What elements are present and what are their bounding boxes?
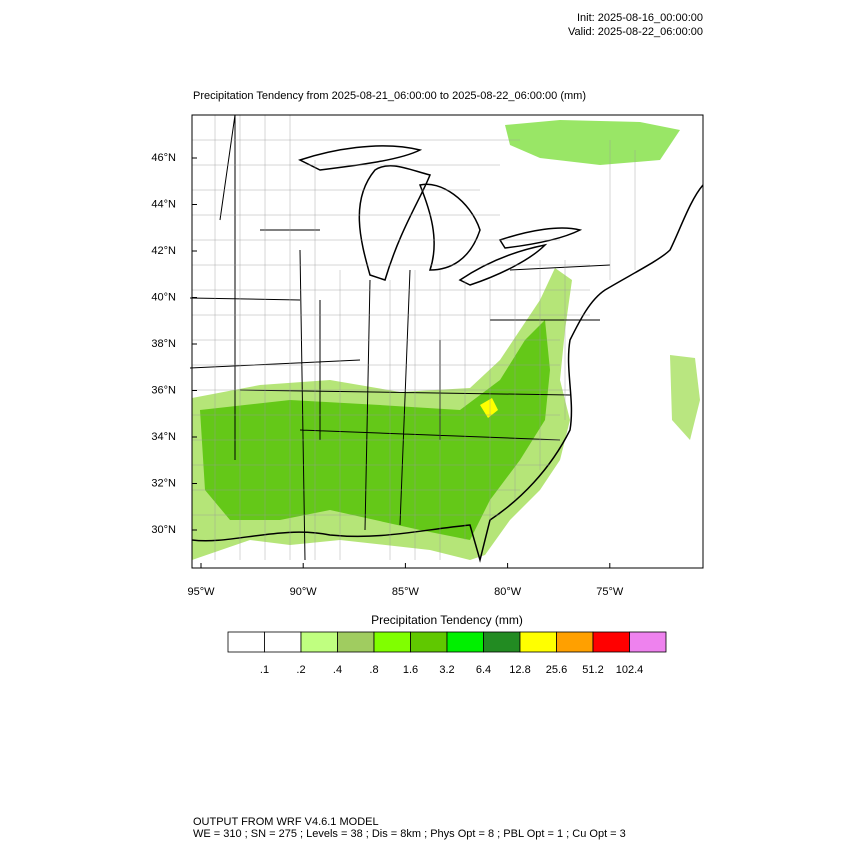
precip-moderate [200,320,550,540]
colorbar-box [629,631,667,653]
precip-ocean [670,355,700,440]
colorbar-label: .8 [369,664,378,676]
lat-label: 36°N [151,384,176,396]
precip-heavy [480,398,498,418]
footer-line: OUTPUT FROM WRF V4.6.1 MODEL [193,816,379,828]
colorbar-label: .4 [333,664,342,676]
lon-label: 90°W [290,586,318,598]
lat-label: 30°N [151,524,176,536]
county-grid [192,115,636,560]
colorbar-label: 102.4 [616,664,644,676]
map-frame [191,114,704,569]
precip-east-canada [505,120,680,165]
colorbar-box [300,631,338,653]
colorbar-box [483,631,521,653]
colorbar-box [373,631,411,653]
colorbar-title: Precipitation Tendency (mm) [371,613,523,627]
state-borders [189,114,611,561]
lon-label: 80°W [494,586,522,598]
colorbar-label: 1.6 [403,664,418,676]
colorbar-label: 51.2 [582,664,603,676]
colorbar-label: 12.8 [509,664,530,676]
map [189,114,704,569]
init-time: Init: 2025-08-16_00:00:00 [577,12,703,24]
lat-label: 38°N [151,338,176,350]
colorbar-label: 6.4 [476,664,491,676]
colorbar-box [556,631,594,653]
colorbar-label: .2 [296,664,305,676]
lat-label: 44°N [151,198,176,210]
coastlines [191,145,704,563]
map-title: Precipitation Tendency from 2025-08-21_0… [193,90,586,102]
colorbar-label: .1 [260,664,269,676]
valid-time: Valid: 2025-08-22_06:00:00 [568,26,703,38]
footer-line: WE = 310 ; SN = 275 ; Levels = 38 ; Dis … [193,828,626,840]
colorbar-box [592,631,630,653]
colorbar: .1 .2 .4 .8 1.6 3.2 6.4 12.8 25.6 51.2 102.4 [227,631,667,676]
colorbar-box [446,631,484,653]
lon-label: 95°W [187,586,215,598]
colorbar-box [337,631,375,653]
lon-label: 85°W [392,586,420,598]
lat-label: 40°N [151,291,176,303]
lon-label: 75°W [596,586,624,598]
lat-label: 34°N [151,431,176,443]
lat-label: 42°N [151,245,176,257]
colorbar-box [410,631,448,653]
lon-axis: 95°W 90°W 85°W 80°W 75°W [187,563,624,598]
lat-label: 46°N [151,152,176,164]
colorbar-label: 3.2 [439,664,454,676]
colorbar-box [519,631,557,653]
lat-axis: 46°N 44°N 42°N 40°N 38°N 36°N 34°N 32°N 30°N [151,152,197,536]
colorbar-label: 25.6 [546,664,567,676]
colorbar-box [227,631,265,653]
colorbar-box [264,631,302,653]
lat-label: 32°N [151,477,176,489]
